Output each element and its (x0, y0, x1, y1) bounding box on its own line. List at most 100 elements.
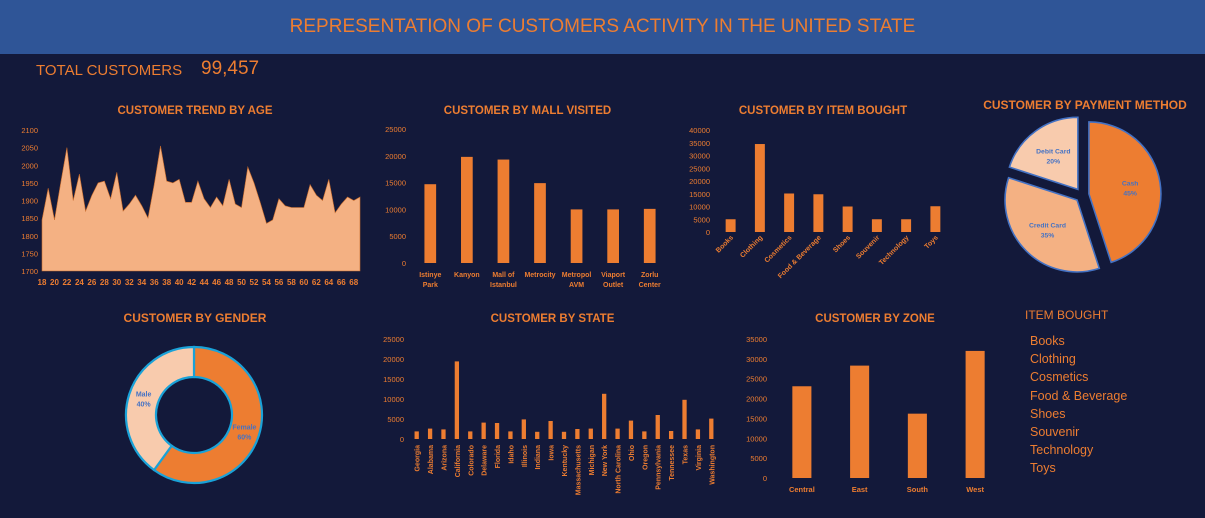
x-tick-label: 64 (324, 278, 333, 287)
bar (441, 429, 446, 439)
category-label: Delaware (482, 445, 489, 476)
category-label: Colorado (468, 445, 475, 476)
y-tick-label: 10000 (746, 434, 767, 443)
state-bar-chart: 0 5000 10000 15000 20000 25000 Georgia Alabama A… (383, 335, 716, 495)
x-tick-label: 56 (274, 278, 283, 287)
segment-value-label: 40% (137, 402, 152, 409)
y-tick-label: 25000 (385, 125, 406, 134)
bar (570, 209, 583, 263)
x-tick-label: 48 (225, 278, 234, 287)
category-label: Kentucky (562, 445, 569, 477)
y-tick-label: 35000 (746, 335, 767, 344)
bar (454, 361, 460, 439)
category-label: Illinois (522, 445, 529, 467)
category-label: Alabama (428, 445, 435, 474)
category-label: West (966, 485, 984, 494)
y-tick-label: 2050 (21, 144, 38, 153)
segment-label: Male (136, 392, 152, 399)
item-chart-title: CUSTOMER BY ITEM BOUGHT (738, 105, 908, 117)
legend-item: Clothing (1030, 352, 1076, 367)
x-tick-label: 36 (150, 278, 159, 287)
category-label: Texas (683, 445, 690, 464)
bar (901, 219, 912, 232)
category-label: Michigan (589, 445, 596, 475)
category-label: Souvenir (855, 234, 881, 260)
category-label: Idaho (508, 445, 515, 464)
category-label: Outlet (603, 282, 624, 289)
category-label: Istinye (419, 272, 441, 279)
y-tick-label: 30000 (689, 152, 710, 161)
category-label: Georgia (415, 445, 422, 472)
category-label: North Carolina (616, 445, 623, 494)
x-tick-label: 30 (112, 278, 121, 287)
category-label: Mall of (492, 272, 515, 279)
donut-segment (124, 345, 196, 472)
x-tick-label: 52 (250, 278, 259, 287)
slice-value-label: 35% (1041, 232, 1055, 239)
mall-bar-chart: 0 5000 10000 15000 20000 25000 Istinye Park Kany… (385, 125, 661, 289)
x-tick-label: 60 (299, 278, 308, 287)
category-label: Technology (878, 234, 910, 266)
category-label: Istanbul (490, 282, 517, 289)
x-tick-label: 40 (175, 278, 184, 287)
category-label: Virginia (696, 445, 703, 471)
total-customers-value: 99,457 (201, 58, 260, 79)
x-tick-label: 68 (349, 278, 358, 287)
y-tick-label: 1800 (21, 232, 38, 241)
title-banner (0, 0, 1205, 54)
y-tick-label: 5000 (750, 454, 767, 463)
y-tick-label: 10000 (385, 205, 406, 214)
bar (575, 429, 580, 439)
mall-chart-title: CUSTOMER BY MALL VISITED (443, 105, 612, 117)
zone-bar-chart: 0 5000 10000 15000 20000 25000 30000 35000 Centr… (746, 335, 985, 494)
gender-chart-title: CUSTOMER BY GENDER (123, 311, 267, 325)
category-label: Metropol (562, 272, 592, 279)
x-tick-label: 20 (50, 278, 59, 287)
bar (508, 431, 513, 439)
y-tick-label: 0 (400, 435, 404, 444)
y-tick-label: 0 (706, 228, 710, 237)
y-tick-label: 25000 (746, 375, 767, 384)
item-bought-legend-title: ITEM BOUGHT (1025, 308, 1109, 322)
y-tick-label: 1900 (21, 197, 38, 206)
bar (655, 415, 660, 439)
category-label: East (852, 485, 868, 494)
gender-donut-chart: Female 60% Male 40% (124, 345, 264, 485)
y-tick-label: 5000 (389, 232, 406, 241)
category-label: Florida (495, 445, 502, 468)
category-label: South (907, 485, 929, 494)
bar (784, 193, 795, 232)
y-tick-label: 40000 (689, 126, 710, 135)
age-chart-title: CUSTOMER TREND BY AGE (117, 105, 273, 117)
category-label: Iowa (549, 445, 556, 461)
donut-segment (152, 345, 264, 485)
bar (602, 393, 607, 439)
category-label: Clothing (739, 234, 764, 259)
y-tick-label: 20000 (383, 355, 404, 364)
category-label: Viaport (601, 272, 626, 279)
bar (842, 206, 853, 232)
pie-slice (1088, 121, 1162, 264)
slice-label: Cash (1122, 180, 1139, 187)
x-tick-label: 32 (125, 278, 134, 287)
bar (725, 219, 736, 232)
category-label: California (455, 445, 462, 477)
category-label: Central (789, 485, 815, 494)
category-label: Washington (709, 445, 716, 485)
bar (548, 421, 553, 439)
bar (754, 144, 765, 232)
x-tick-label: 34 (137, 278, 146, 287)
legend-item: Books (1030, 334, 1065, 348)
bar (930, 206, 941, 232)
bar (643, 208, 656, 263)
x-tick-label: 54 (262, 278, 271, 287)
bar (792, 386, 812, 478)
bar (535, 431, 540, 439)
y-tick-label: 15000 (746, 414, 767, 423)
y-tick-label: 20000 (746, 395, 767, 404)
legend-item: Souvenir (1030, 424, 1080, 439)
legend-item: Technology (1030, 443, 1094, 458)
legend-item: Cosmetics (1030, 370, 1089, 385)
y-tick-label: 30000 (746, 355, 767, 364)
category-label: Pennsylvania (656, 445, 663, 490)
